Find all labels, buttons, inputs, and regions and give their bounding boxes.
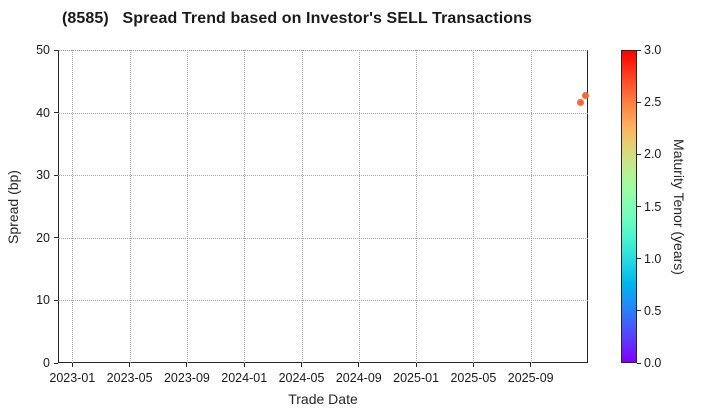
plot-area: [58, 50, 588, 363]
x-gridline: [301, 50, 303, 363]
x-tick-mark: [415, 363, 417, 367]
y-tick-label: 10: [36, 293, 50, 308]
x-tick-mark: [186, 363, 188, 367]
x-tick-label: 2023-09: [163, 371, 210, 385]
colorbar-tick-mark: [637, 49, 641, 51]
x-tick-mark: [71, 363, 73, 367]
y-tick-mark: [54, 237, 58, 239]
colorbar-tick-mark: [637, 258, 641, 260]
x-gridline: [129, 50, 131, 363]
colorbar-tick-label: 0.0: [644, 356, 662, 370]
x-tick-label: 2023-01: [49, 371, 96, 385]
colorbar-tick-label: 2.5: [644, 95, 662, 110]
y-tick-label: 40: [36, 105, 50, 120]
chart-title: (8585) Spread Trend based on Investor's …: [62, 10, 533, 27]
y-gridline: [58, 300, 588, 302]
x-tick-label: 2023-05: [106, 371, 153, 385]
y-tick-mark: [54, 299, 58, 301]
y-gridline: [58, 112, 588, 114]
x-gridline: [416, 50, 418, 363]
y-axis-label-box: Spread (bp): [0, 50, 26, 363]
colorbar-tick-mark: [637, 206, 641, 207]
x-gridline: [358, 50, 360, 363]
x-tick-mark: [530, 363, 532, 367]
y-tick-label: 0: [43, 356, 50, 370]
x-tick-mark: [472, 363, 474, 367]
x-tick-mark: [129, 363, 131, 367]
colorbar-tick-mark: [637, 310, 641, 312]
x-tick-mark: [243, 363, 245, 367]
x-tick-label: 2025-09: [507, 371, 554, 385]
colorbar-tick-label: 0.5: [644, 303, 662, 318]
y-tick-mark: [54, 49, 58, 51]
y-gridline: [58, 175, 588, 177]
colorbar-tick-label: 2.0: [644, 147, 662, 162]
x-gridline: [244, 50, 246, 363]
data-point: [577, 99, 585, 107]
colorbar: [621, 50, 637, 363]
x-axis-label: Trade Date: [288, 391, 358, 407]
x-gridline: [186, 50, 188, 363]
colorbar-tick-mark: [637, 153, 641, 155]
colorbar-tick-mark: [637, 101, 641, 103]
x-tick-label: 2024-01: [221, 371, 268, 385]
y-tick-mark: [54, 174, 58, 176]
x-tick-mark: [301, 363, 302, 367]
x-gridline: [530, 50, 532, 363]
x-tick-label: 2024-05: [278, 371, 325, 385]
x-tick-label: 2025-05: [450, 371, 497, 385]
colorbar-tick-label: 3.0: [644, 43, 662, 57]
x-gridline: [473, 50, 475, 363]
y-tick-label: 20: [36, 230, 50, 245]
x-tick-mark: [358, 363, 360, 367]
data-point: [582, 92, 590, 100]
y-gridline: [58, 237, 588, 239]
colorbar-tick-mark: [637, 362, 641, 364]
x-tick-label: 2024-09: [335, 371, 382, 385]
x-gridline: [72, 50, 74, 363]
y-tick-label: 50: [36, 43, 50, 57]
y-tick-mark: [54, 112, 58, 114]
colorbar-tick-label: 1.0: [644, 251, 662, 266]
y-tick-mark: [54, 362, 58, 364]
x-tick-label: 2025-01: [393, 371, 440, 385]
y-tick-label: 30: [36, 168, 50, 183]
colorbar-tick-label: 1.5: [644, 199, 662, 214]
